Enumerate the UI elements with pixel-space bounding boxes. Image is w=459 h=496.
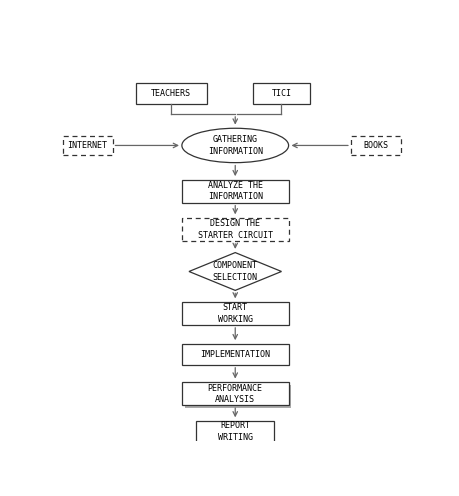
Polygon shape xyxy=(189,252,281,290)
Ellipse shape xyxy=(182,128,289,163)
Text: PERFORMANCE
ANALYSIS: PERFORMANCE ANALYSIS xyxy=(208,383,263,404)
Bar xyxy=(196,421,274,442)
Text: REPORT
WRITING: REPORT WRITING xyxy=(218,422,253,441)
Bar xyxy=(182,382,289,405)
Text: DESIGN THE
STARTER CIRCUIT: DESIGN THE STARTER CIRCUIT xyxy=(198,219,273,240)
Bar xyxy=(253,83,310,104)
Bar xyxy=(182,302,289,325)
Text: TEACHERS: TEACHERS xyxy=(151,89,191,98)
Bar xyxy=(182,344,289,365)
Bar xyxy=(182,180,289,203)
Text: INTERNET: INTERNET xyxy=(67,141,107,150)
Bar xyxy=(185,385,291,408)
Text: COMPONENT
SELECTION: COMPONENT SELECTION xyxy=(213,261,258,282)
Text: ANALYZE THE
INFORMATION: ANALYZE THE INFORMATION xyxy=(208,181,263,201)
Text: GATHERING
INFORMATION: GATHERING INFORMATION xyxy=(208,135,263,156)
Bar xyxy=(63,136,112,155)
Text: IMPLEMENTATION: IMPLEMENTATION xyxy=(200,350,270,359)
Bar xyxy=(182,218,289,241)
Text: TICI: TICI xyxy=(271,89,291,98)
Text: BOOKS: BOOKS xyxy=(363,141,388,150)
Bar xyxy=(136,83,207,104)
Bar xyxy=(351,136,401,155)
Text: START
WORKING: START WORKING xyxy=(218,304,253,323)
